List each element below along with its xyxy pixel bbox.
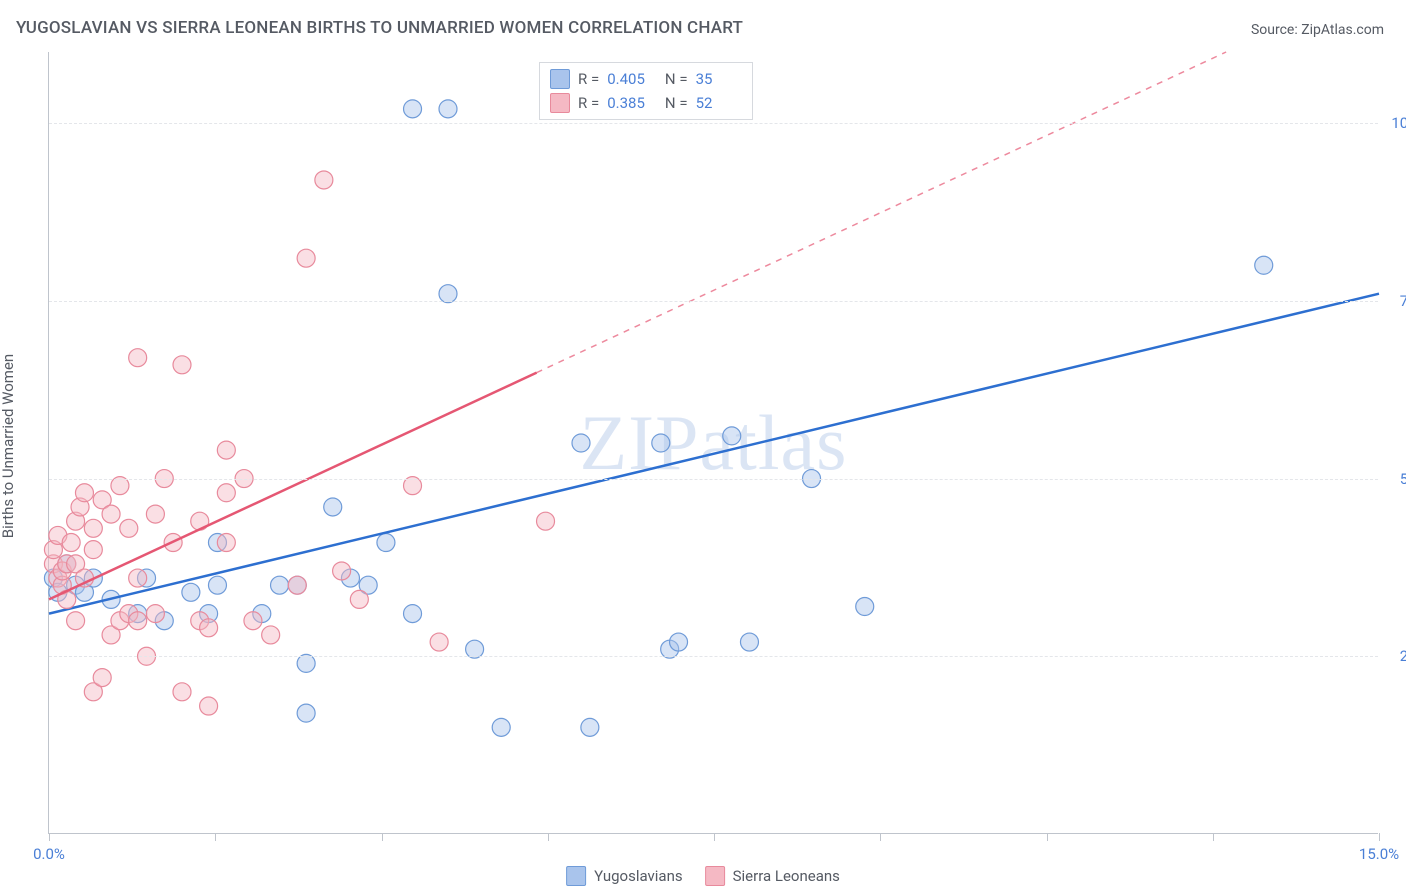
scatter-point bbox=[324, 498, 342, 516]
scatter-point bbox=[288, 576, 306, 594]
scatter-point bbox=[200, 619, 218, 637]
trend-line-extrapolated bbox=[537, 52, 1226, 373]
x-tick bbox=[880, 833, 881, 841]
scatter-point bbox=[182, 583, 200, 601]
scatter-point bbox=[271, 576, 289, 594]
scatter-point bbox=[93, 669, 111, 687]
x-tick bbox=[1213, 833, 1214, 841]
scatter-point bbox=[120, 519, 138, 537]
legend-label: Yugoslavians bbox=[594, 867, 683, 885]
x-tick bbox=[49, 833, 50, 841]
x-tick bbox=[714, 833, 715, 841]
scatter-point bbox=[173, 683, 191, 701]
scatter-point bbox=[581, 718, 599, 736]
scatter-point bbox=[129, 612, 147, 630]
scatter-point bbox=[439, 100, 457, 118]
scatter-point bbox=[430, 633, 448, 651]
scatter-point bbox=[572, 434, 590, 452]
scatter-point bbox=[404, 605, 422, 623]
bottom-legend: Yugoslavians Sierra Leoneans bbox=[566, 866, 840, 886]
y-tick-label: 75.0% bbox=[1384, 292, 1406, 310]
x-tick bbox=[548, 833, 549, 841]
x-tick-label: 0.0% bbox=[33, 845, 65, 863]
legend-swatch bbox=[705, 866, 725, 886]
scatter-point bbox=[75, 484, 93, 502]
scatter-point bbox=[315, 171, 333, 189]
x-tick bbox=[1047, 833, 1048, 841]
scatter-point bbox=[404, 100, 422, 118]
scatter-point bbox=[856, 598, 874, 616]
scatter-point bbox=[652, 434, 670, 452]
legend-item: Yugoslavians bbox=[566, 866, 683, 886]
x-tick bbox=[382, 833, 383, 841]
legend-label: Sierra Leoneans bbox=[733, 867, 840, 885]
scatter-point bbox=[75, 569, 93, 587]
scatter-point bbox=[146, 505, 164, 523]
scatter-point bbox=[84, 519, 102, 537]
x-tick bbox=[1379, 833, 1380, 841]
scatter-point bbox=[173, 356, 191, 374]
scatter-point bbox=[537, 512, 555, 530]
scatter-point bbox=[244, 612, 262, 630]
x-tick bbox=[215, 833, 216, 841]
legend-item: Sierra Leoneans bbox=[705, 866, 840, 886]
scatter-svg bbox=[49, 52, 1378, 833]
scatter-point bbox=[740, 633, 758, 651]
source-name: ZipAtlas.com bbox=[1301, 22, 1384, 38]
scatter-point bbox=[377, 534, 395, 552]
scatter-point bbox=[350, 590, 368, 608]
gridline bbox=[49, 301, 1378, 302]
scatter-point bbox=[217, 484, 235, 502]
trend-line bbox=[49, 294, 1379, 614]
y-tick-label: 100.0% bbox=[1384, 114, 1406, 132]
scatter-point bbox=[333, 562, 351, 580]
scatter-point bbox=[1255, 256, 1273, 274]
gridline bbox=[49, 479, 1378, 480]
scatter-point bbox=[129, 349, 147, 367]
scatter-point bbox=[262, 626, 280, 644]
scatter-point bbox=[297, 249, 315, 267]
gridline bbox=[49, 123, 1378, 124]
scatter-point bbox=[67, 612, 85, 630]
legend-swatch bbox=[566, 866, 586, 886]
scatter-point bbox=[208, 576, 226, 594]
y-axis-label: Births to Unmarried Women bbox=[0, 354, 17, 538]
source-attribution: Source: ZipAtlas.com bbox=[1251, 22, 1384, 38]
scatter-point bbox=[102, 505, 120, 523]
scatter-point bbox=[217, 534, 235, 552]
scatter-point bbox=[492, 718, 510, 736]
plot-area: ZIPatlas R =0.405 N =35R =0.385 N =52 25… bbox=[48, 52, 1378, 834]
scatter-point bbox=[129, 569, 147, 587]
chart-title: YUGOSLAVIAN VS SIERRA LEONEAN BIRTHS TO … bbox=[16, 18, 743, 38]
y-tick-label: 50.0% bbox=[1384, 470, 1406, 488]
scatter-point bbox=[62, 534, 80, 552]
gridline bbox=[49, 656, 1378, 657]
y-tick-label: 25.0% bbox=[1384, 647, 1406, 665]
scatter-point bbox=[84, 541, 102, 559]
scatter-point bbox=[200, 697, 218, 715]
scatter-point bbox=[723, 427, 741, 445]
scatter-point bbox=[670, 633, 688, 651]
scatter-point bbox=[217, 441, 235, 459]
scatter-point bbox=[146, 605, 164, 623]
x-tick-label: 15.0% bbox=[1359, 845, 1399, 863]
source-label: Source: bbox=[1251, 22, 1301, 38]
scatter-point bbox=[297, 704, 315, 722]
